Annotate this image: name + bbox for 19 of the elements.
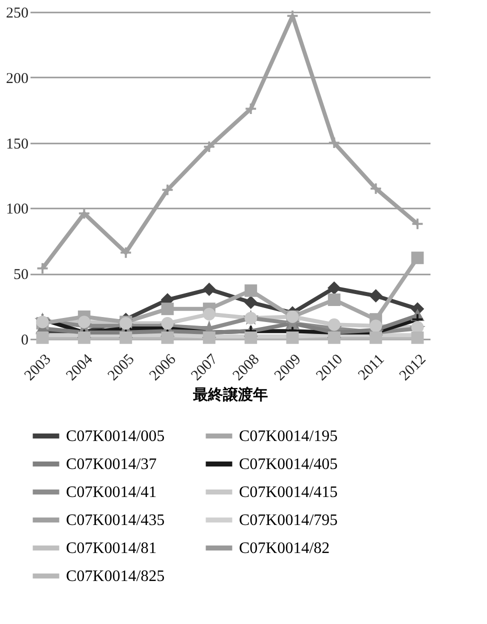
legend-label: C07K0014/195	[239, 428, 338, 445]
x-axis-title: 最終譲渡年	[192, 385, 268, 404]
legend-label: C07K0014/795	[239, 512, 338, 529]
legend-label: C07K0014/435	[66, 512, 165, 529]
y-tick-label: 50	[14, 267, 28, 284]
legend-label: C07K0014/41	[66, 484, 157, 501]
legend-label: C07K0014/825	[66, 568, 165, 585]
legend-label: C07K0014/82	[239, 540, 330, 557]
legend-label: C07K0014/81	[66, 540, 157, 557]
y-tick-label: 100	[6, 202, 28, 218]
legend-label: C07K0014/405	[239, 456, 338, 473]
legend-label: C07K0014/37	[66, 456, 157, 473]
x-tick-label: 2011	[356, 352, 388, 384]
y-tick-label: 250	[6, 6, 28, 22]
legend-label: C07K0014/415	[239, 484, 338, 501]
y-tick-label: 150	[6, 136, 28, 152]
legend-label: C07K0014/005	[66, 428, 165, 445]
y-tick-label: 200	[6, 70, 28, 87]
y-tick-label: 0	[21, 332, 28, 348]
